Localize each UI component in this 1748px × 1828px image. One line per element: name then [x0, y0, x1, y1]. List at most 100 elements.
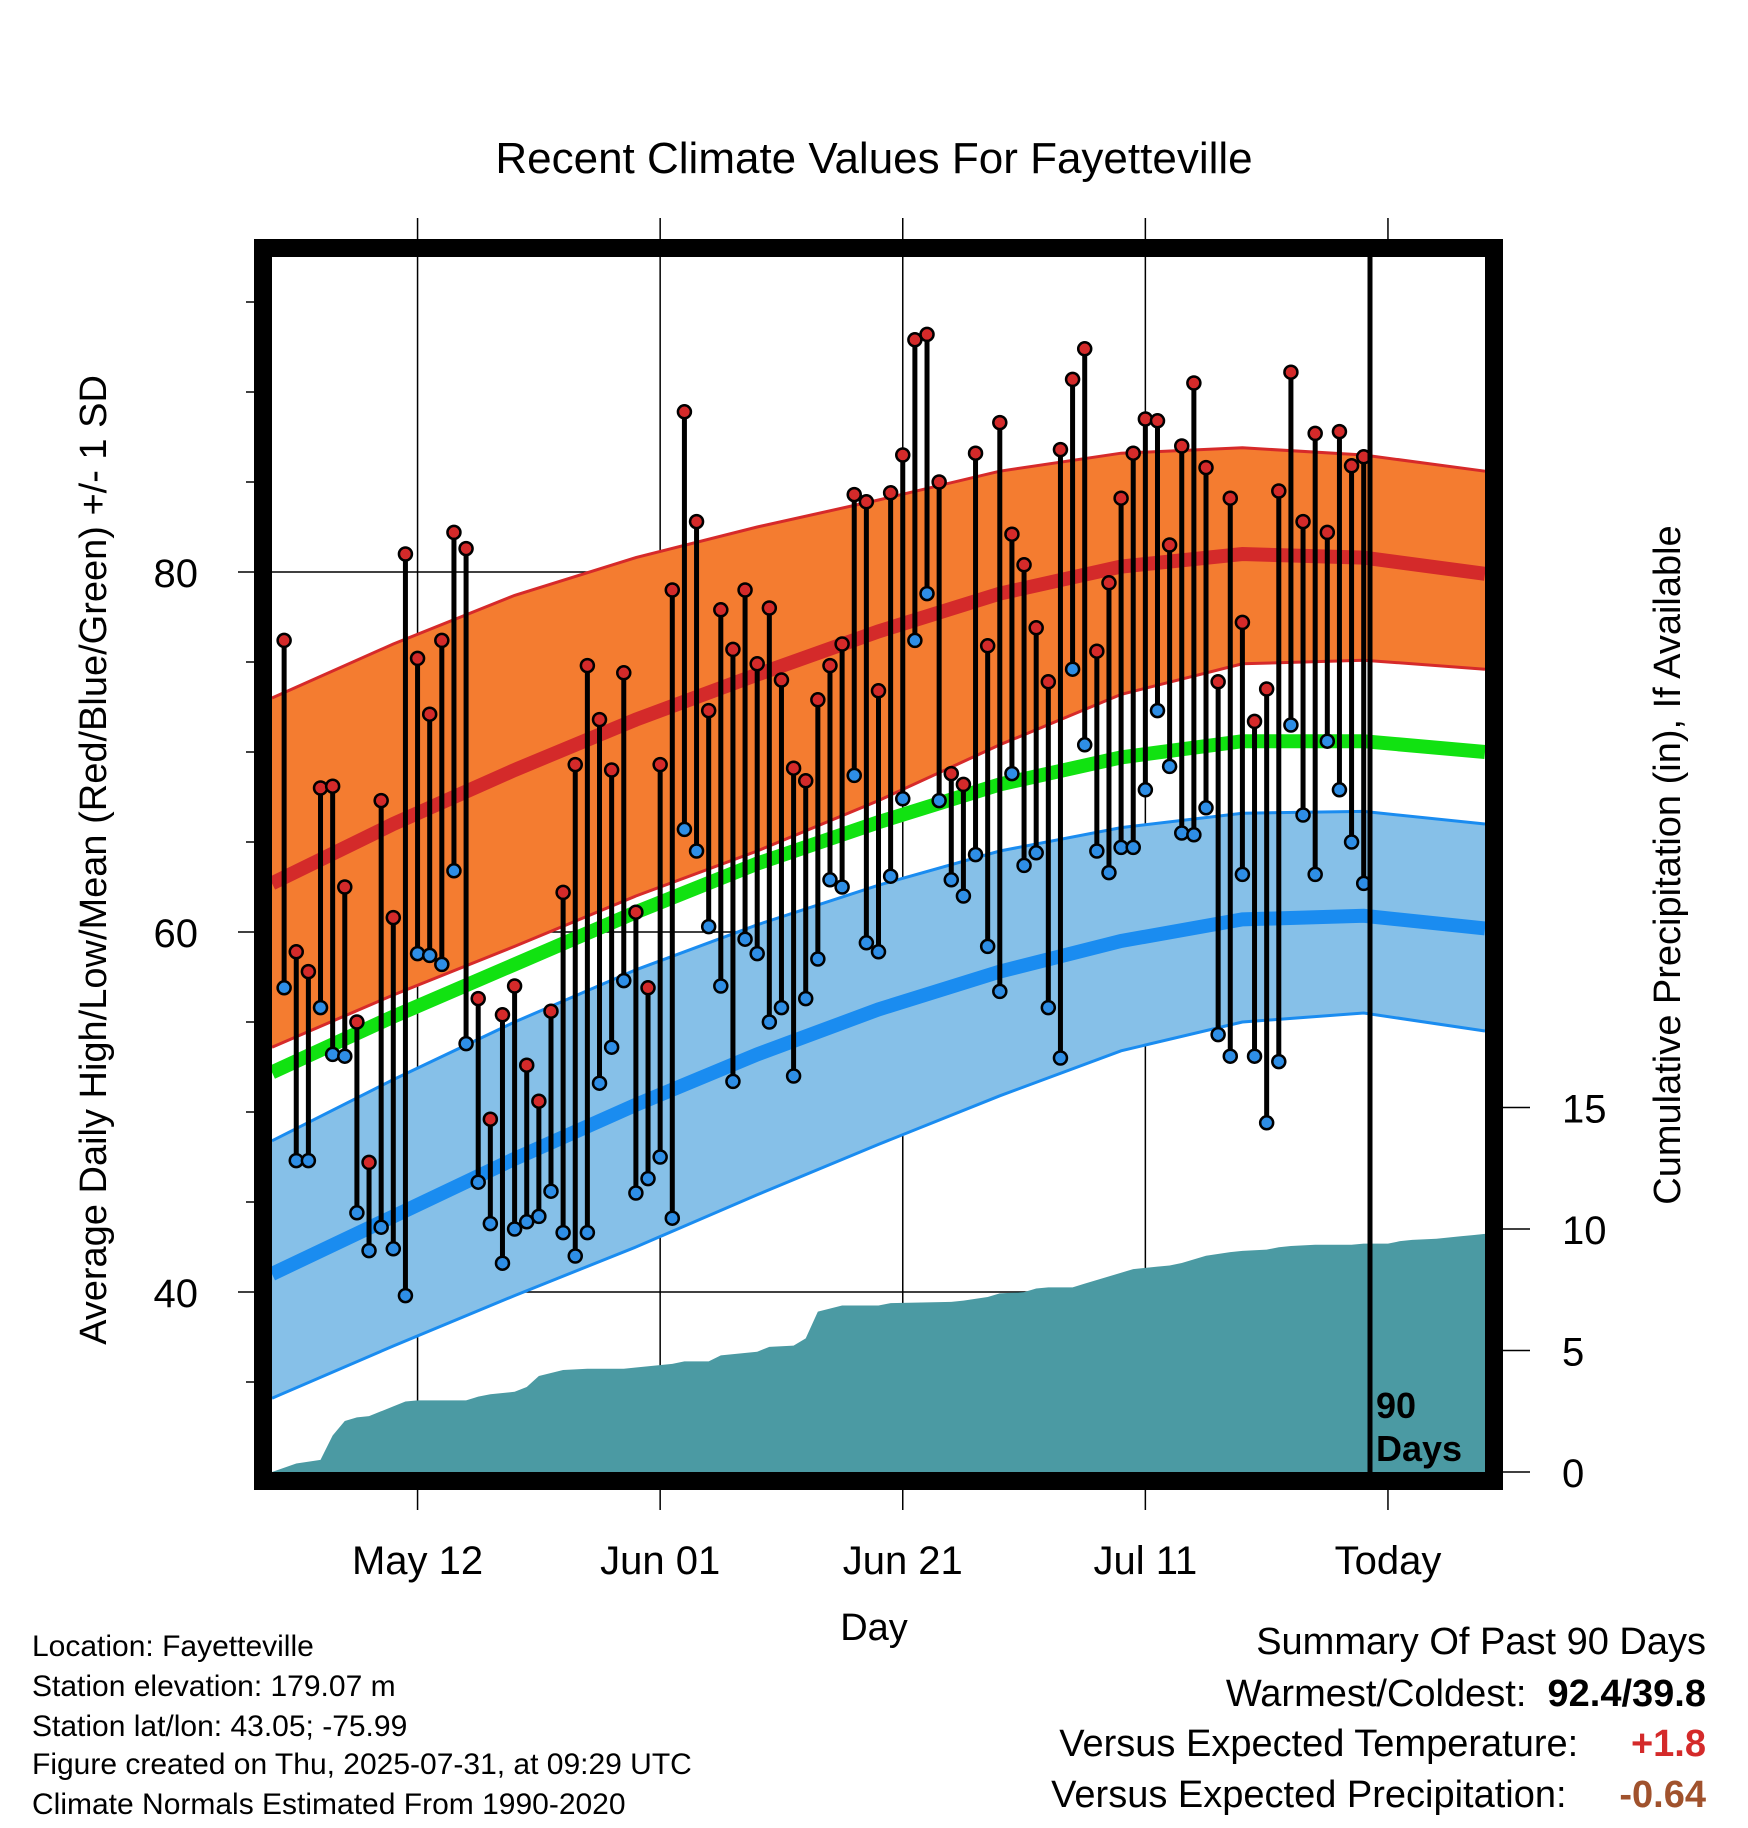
daily-high-point	[846, 486, 862, 503]
x-tick-label: Jun 21	[843, 1539, 963, 1583]
precipitation-area	[272, 1233, 1485, 1472]
daily-high-point	[1258, 681, 1275, 697]
daily-low-point	[822, 872, 838, 888]
daily-high-point	[506, 978, 523, 994]
daily-high-point	[409, 650, 426, 667]
daily-high-point	[458, 540, 474, 557]
daily-high-point	[1198, 459, 1214, 476]
x-tick-label: Today	[1335, 1539, 1442, 1583]
daily-low-point	[1258, 1115, 1275, 1131]
daily-high-point	[616, 665, 632, 681]
daily-low-point	[409, 945, 426, 962]
daily-low-point	[931, 792, 947, 809]
daily-high-point	[676, 404, 693, 420]
x-axis-label: Day	[840, 1607, 908, 1649]
daily-low-point	[1295, 807, 1311, 823]
daily-high-point	[1222, 490, 1239, 506]
daily-high-point	[373, 792, 389, 809]
daily-low-point	[1064, 661, 1081, 677]
daily-low-point	[1101, 864, 1117, 881]
daily-low-point	[919, 585, 935, 602]
daily-low-point	[1052, 1050, 1069, 1066]
daily-high-point	[288, 944, 305, 960]
precip-label: Versus Expected Precipitation:	[1051, 1774, 1567, 1816]
daily-low-point	[446, 863, 462, 879]
low-lower-edge	[271, 1011, 1486, 1400]
daily-low-point	[749, 945, 765, 962]
cumulative-precip-area	[272, 1233, 1485, 1472]
daily-high-point	[421, 706, 438, 722]
daily-high-point	[992, 414, 1008, 431]
daily-high-point	[725, 641, 741, 658]
warm-cold-value: 92.4/39.8	[1547, 1673, 1706, 1715]
daily-low-point	[992, 983, 1008, 1000]
chart-title: Recent Climate Values For Fayetteville	[495, 134, 1252, 183]
daily-high-point	[276, 632, 292, 649]
daily-high-point	[834, 636, 850, 652]
daily-high-point	[822, 657, 838, 674]
daily-low-point	[955, 888, 972, 904]
daily-range-bars	[281, 334, 1367, 1296]
daily-low-point	[1343, 834, 1360, 850]
elevation-line: Station elevation: 179.07 m	[32, 1670, 396, 1703]
daily-high-point	[1016, 557, 1032, 573]
daily-low-point	[361, 1242, 377, 1259]
daily-low-point	[737, 931, 753, 947]
daily-low-point	[349, 1205, 365, 1221]
daily-high-point	[361, 1154, 377, 1171]
daily-high-point	[1186, 375, 1202, 391]
daily-high-point	[1052, 441, 1069, 458]
daily-low-point	[385, 1241, 402, 1257]
daily-high-point	[434, 632, 450, 649]
y2-axis-label: Cumulative Precipitation (in), If Availa…	[1647, 525, 1689, 1204]
daily-high-point	[1283, 364, 1299, 380]
daily-low-point	[1040, 999, 1057, 1016]
daily-high-point	[470, 990, 486, 1007]
daily-low-point	[967, 846, 984, 863]
plot-frame	[254, 239, 1503, 1490]
daily-low-point	[518, 1214, 535, 1230]
created-line: Figure created on Thu, 2025-07-31, at 09…	[32, 1748, 692, 1781]
daily-high-point	[1295, 513, 1311, 530]
daily-low-point	[1174, 825, 1190, 841]
daily-low-point	[434, 956, 450, 973]
daily-low-point	[421, 947, 438, 964]
daily-high-point	[1271, 483, 1287, 499]
y2-tick-label: 15	[1562, 1088, 1607, 1132]
daily-low-point	[603, 1039, 620, 1055]
daily-low-point	[907, 632, 923, 649]
x-tick-label: May 12	[352, 1539, 483, 1583]
daily-high-point	[1149, 413, 1166, 429]
daily-high-point	[567, 756, 583, 773]
daily-high-point	[555, 884, 571, 901]
daily-high-point	[1343, 458, 1360, 474]
daily-low-point	[1016, 857, 1032, 874]
daily-high-point	[324, 778, 341, 794]
daily-high-point	[531, 1093, 547, 1109]
normals-line: Climate Normals Estimated From 1990-2020	[32, 1788, 626, 1821]
daily-high-point	[1004, 526, 1020, 542]
daily-low-point	[652, 1149, 668, 1165]
daily-high-point	[349, 1014, 365, 1030]
y2-tick-label: 10	[1562, 1209, 1607, 1253]
daily-high-point	[640, 980, 656, 996]
daily-low-point	[688, 843, 705, 859]
daily-low-point	[1089, 843, 1105, 859]
daily-high-point	[494, 1007, 511, 1023]
daily-low-point	[700, 918, 717, 935]
today-label-line1: 90	[1376, 1385, 1416, 1426]
daily-high-point	[543, 1003, 559, 1019]
today-label-line2: Days	[1376, 1428, 1462, 1469]
daily-low-point	[555, 1224, 571, 1241]
daily-high-point	[688, 513, 705, 530]
daily-low-point	[1149, 702, 1166, 719]
daily-high-point	[955, 776, 972, 793]
daily-low-point	[1210, 1026, 1226, 1043]
daily-high-point	[1331, 423, 1348, 440]
daily-low-point	[1283, 717, 1299, 733]
daily-high-point	[1076, 341, 1093, 357]
warm-cold-label: Warmest/Coldest:	[1225, 1673, 1527, 1715]
daily-high-point	[1307, 425, 1323, 442]
daily-low-point	[895, 791, 911, 807]
daily-high-point	[397, 546, 414, 562]
